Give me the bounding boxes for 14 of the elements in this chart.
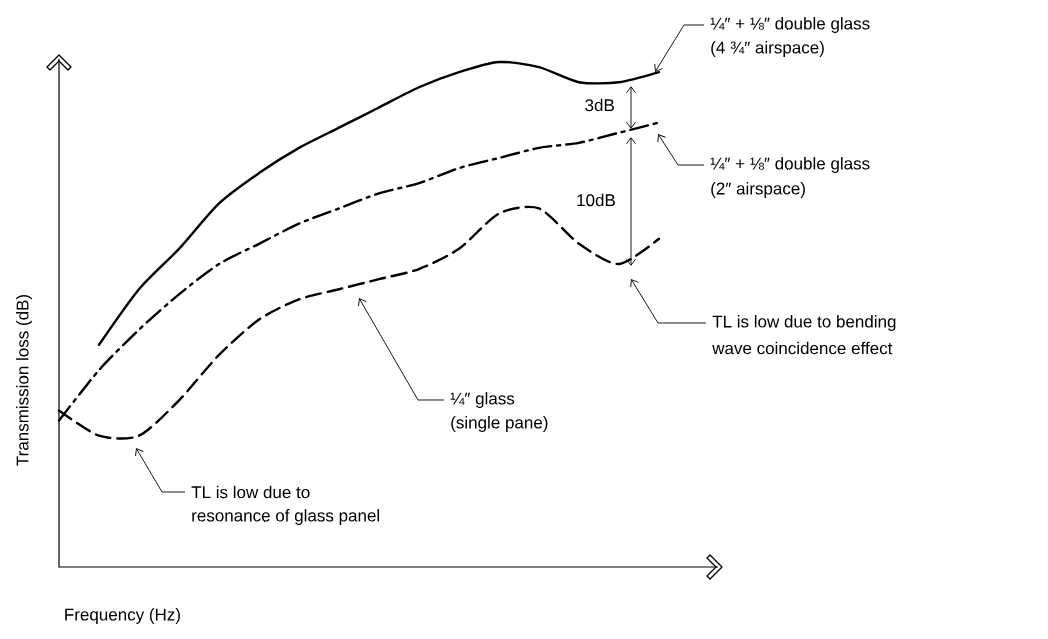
- annotation: TL is low due to bending: [712, 315, 896, 331]
- annotation: ¼″ + ⅛″ double glass: [710, 157, 870, 173]
- x-axis-title: Frequency (Hz): [65, 608, 180, 624]
- text: ¼″ + ⅛″ double glass: [710, 17, 870, 33]
- annotation: resonance of glass panel: [192, 509, 380, 525]
- annotation: wave coincidence effect: [712, 341, 893, 355]
- annotation: TL is low due to: [191, 485, 310, 499]
- annotation: (single pane): [451, 416, 548, 432]
- text: (4 ¾″ airspace): [711, 41, 824, 57]
- annotation: (2″ airspace): [711, 182, 805, 198]
- annotation: ¼″ glass: [450, 392, 515, 408]
- y-axis-title: Transmission loss (dB): [16, 294, 32, 466]
- annotation: 10dB: [577, 193, 615, 207]
- annotation: 3dB: [585, 98, 614, 112]
